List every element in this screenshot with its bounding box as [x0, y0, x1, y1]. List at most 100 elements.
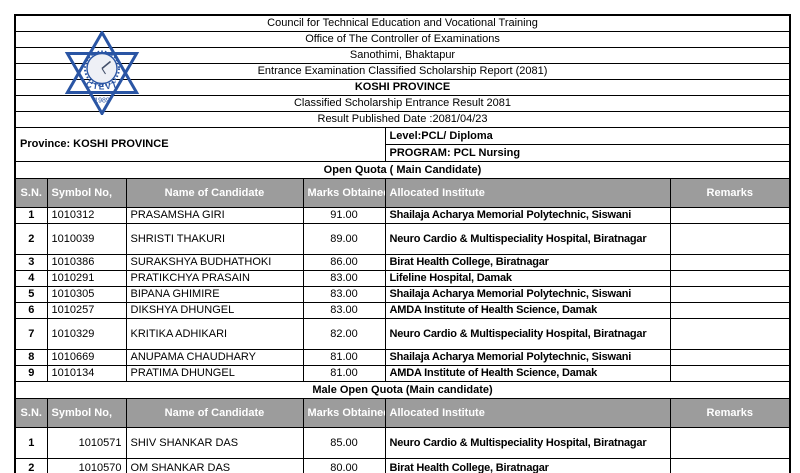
- cell-remarks: [669, 301, 791, 319]
- cell-sn: 9: [14, 364, 48, 382]
- table-row: 1 1010571 SHIV SHANKAR DAS 85.00 Neuro Cardi…: [14, 426, 791, 459]
- cell-marks: 83.00: [302, 301, 386, 319]
- cell-marks: 83.00: [302, 269, 386, 287]
- cell-symbol-no: 1010571: [46, 426, 127, 459]
- scholarship-report-table: Council for Technical Education and Voca…: [14, 14, 792, 473]
- cell-candidate-name: BIPANA GHIMIRE: [125, 285, 304, 303]
- published-date-row: Result Published Date :2081/04/23: [14, 110, 791, 128]
- table-row: 8 1010669 ANUPAMA CHAUDHARY 81.00 Shailaja A…: [14, 348, 791, 366]
- cell-marks: 81.00: [302, 364, 386, 382]
- province-label: Province: KOSHI PROVINCE: [14, 126, 386, 162]
- cell-symbol-no: 1010329: [46, 317, 127, 350]
- cell-marks: 81.00: [302, 348, 386, 366]
- cell-candidate-name: SHRISTI THAKURI: [125, 222, 304, 255]
- section-title-row: Male Open Quota (Main candidate): [14, 380, 791, 399]
- published-date: Result Published Date :2081/04/23: [14, 110, 791, 128]
- cell-sn: 4: [14, 269, 48, 287]
- column-header-name-of-candidate: Name of Candidate: [125, 397, 304, 428]
- level-label: Level:PCL/ Diploma: [384, 126, 791, 145]
- cell-sn: 5: [14, 285, 48, 303]
- province-meta-row: Province: KOSHI PROVINCE Level:PCL/ Dipl…: [14, 126, 791, 162]
- cell-allocated-institute: Shailaja Acharya Memorial Polytechnic, S…: [384, 206, 671, 224]
- cell-remarks: [669, 426, 791, 459]
- cell-allocated-institute: Birat Health College, Biratnagar: [384, 457, 671, 473]
- cell-marks: 85.00: [302, 426, 386, 459]
- table-row: 5 1010305 BIPANA GHIMIRE 83.00 Shailaja Acha…: [14, 285, 791, 303]
- table-row: 9 1010134 PRATIMA DHUNGEL 81.00 AMDA Institu…: [14, 364, 791, 382]
- table-row: 3 1010386 SURAKSHYA BUDHATHOKI 86.00 Birat H…: [14, 253, 791, 271]
- table-row: 2 1010570 OM SHANKAR DAS 80.00 Birat Health …: [14, 457, 791, 473]
- cell-allocated-institute: Neuro Cardio & Multispeciality Hospital,…: [384, 222, 671, 255]
- cell-marks: 89.00: [302, 222, 386, 255]
- cell-allocated-institute: Neuro Cardio & Multispeciality Hospital,…: [384, 317, 671, 350]
- cell-symbol-no: 1010570: [46, 457, 127, 473]
- column-header-row: S.N. Symbol No, Name of Candidate Marks Obt…: [14, 177, 791, 208]
- cell-candidate-name: SURAKSHYA BUDHATHOKI: [125, 253, 304, 271]
- cell-allocated-institute: Lifeline Hospital, Damak: [384, 269, 671, 287]
- cell-sn: 1: [14, 206, 48, 224]
- cell-symbol-no: 1010039: [46, 222, 127, 255]
- cell-remarks: [669, 285, 791, 303]
- cell-remarks: [669, 348, 791, 366]
- column-header-remarks: Remarks: [669, 397, 791, 428]
- logo-acronym-text: CTEVT: [85, 79, 118, 92]
- cell-symbol-no: 1010386: [46, 253, 127, 271]
- cell-marks: 80.00: [302, 457, 386, 473]
- cell-symbol-no: 1010134: [46, 364, 127, 382]
- column-header-sn: S.N.: [14, 397, 48, 428]
- column-header-symbol-no: Symbol No,: [46, 177, 127, 208]
- table-row: 1 1010312 PRASAMSHA GIRI 91.00 Shailaja Acha…: [14, 206, 791, 224]
- cell-candidate-name: DIKSHYA DHUNGEL: [125, 301, 304, 319]
- cell-sn: 2: [14, 222, 48, 255]
- cell-remarks: [669, 253, 791, 271]
- cell-candidate-name: PRASAMSHA GIRI: [125, 206, 304, 224]
- section-title: Male Open Quota (Main candidate): [14, 380, 791, 399]
- cell-sn: 3: [14, 253, 48, 271]
- section-title-row: Open Quota ( Main Candidate): [14, 160, 791, 179]
- column-header-allocated-institute: Allocated Institute: [384, 177, 671, 208]
- cell-candidate-name: OM SHANKAR DAS: [125, 457, 304, 473]
- cell-remarks: [669, 457, 791, 473]
- cell-sn: 2: [14, 457, 48, 473]
- cell-sn: 1: [14, 426, 48, 459]
- cell-symbol-no: 1010305: [46, 285, 127, 303]
- cell-candidate-name: SHIV SHANKAR DAS: [125, 426, 304, 459]
- report-sections-block: Open Quota ( Main Candidate) S.N. Symbol N…: [14, 160, 791, 473]
- org-title: Council for Technical Education and Voca…: [14, 14, 791, 32]
- report-header-block: Council for Technical Education and Voca…: [14, 14, 791, 162]
- column-header-marks-obtained: Marks Obtained: [302, 397, 386, 428]
- ctevt-logo-icon: CTEVT 1989: [64, 31, 140, 115]
- cell-marks: 82.00: [302, 317, 386, 350]
- column-header-allocated-institute: Allocated Institute: [384, 397, 671, 428]
- cell-allocated-institute: AMDA Institute of Health Science, Damak: [384, 301, 671, 319]
- cell-candidate-name: PRATIKCHYA PRASAIN: [125, 269, 304, 287]
- cell-candidate-name: KRITIKA ADHIKARI: [125, 317, 304, 350]
- cell-symbol-no: 1010312: [46, 206, 127, 224]
- cell-symbol-no: 1010291: [46, 269, 127, 287]
- cell-marks: 83.00: [302, 285, 386, 303]
- table-row: 6 1010257 DIKSHYA DHUNGEL 83.00 AMDA Institu…: [14, 301, 791, 319]
- svg-text:CTEVT: CTEVT: [85, 79, 119, 92]
- column-header-row: S.N. Symbol No, Name of Candidate Marks Obt…: [14, 397, 791, 428]
- cell-remarks: [669, 364, 791, 382]
- logo-year-text: 1989: [94, 98, 110, 105]
- cell-marks: 91.00: [302, 206, 386, 224]
- column-header-symbol-no: Symbol No,: [46, 397, 127, 428]
- cell-candidate-name: ANUPAMA CHAUDHARY: [125, 348, 304, 366]
- column-header-remarks: Remarks: [669, 177, 791, 208]
- cell-candidate-name: PRATIMA DHUNGEL: [125, 364, 304, 382]
- cell-sn: 7: [14, 317, 48, 350]
- cell-allocated-institute: Shailaja Acharya Memorial Polytechnic, S…: [384, 285, 671, 303]
- table-row: 7 1010329 KRITIKA ADHIKARI 82.00 Neuro Cardi…: [14, 317, 791, 350]
- cell-symbol-no: 1010257: [46, 301, 127, 319]
- org-title-row: Council for Technical Education and Voca…: [14, 14, 791, 32]
- cell-marks: 86.00: [302, 253, 386, 271]
- column-header-sn: S.N.: [14, 177, 48, 208]
- cell-remarks: [669, 206, 791, 224]
- table-row: 4 1010291 PRATIKCHYA PRASAIN 83.00 Lifeline …: [14, 269, 791, 287]
- column-header-marks-obtained: Marks Obtained: [302, 177, 386, 208]
- cell-remarks: [669, 222, 791, 255]
- cell-symbol-no: 1010669: [46, 348, 127, 366]
- table-row: 2 1010039 SHRISTI THAKURI 89.00 Neuro Cardio…: [14, 222, 791, 255]
